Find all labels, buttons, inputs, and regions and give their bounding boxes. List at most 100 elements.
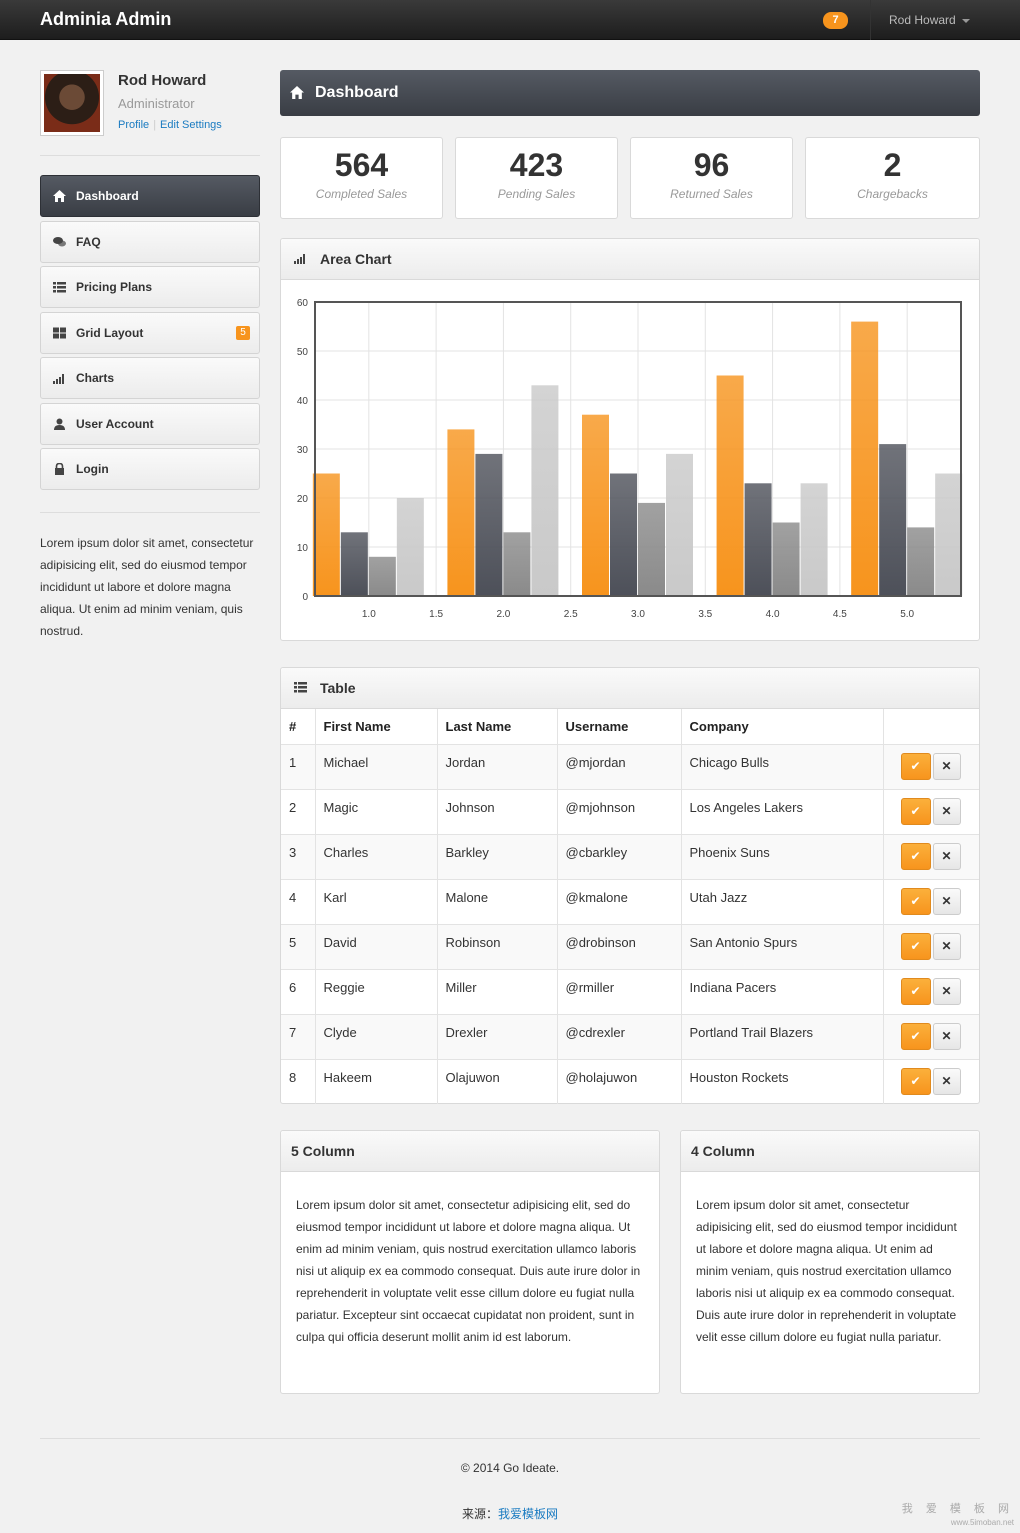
- sidebar-item-pricing-plans[interactable]: Pricing Plans: [40, 266, 260, 308]
- close-icon: ✕: [941, 938, 952, 953]
- panel-header: Area Chart: [281, 239, 979, 280]
- list-icon: [53, 281, 66, 293]
- first-name-cell: Charles: [315, 834, 438, 880]
- x-tick-label: 2.0: [496, 609, 510, 620]
- row-number: 6: [281, 969, 316, 1015]
- company-cell: San Antonio Spurs: [681, 924, 884, 970]
- remove-button[interactable]: ✕: [932, 887, 961, 915]
- close-icon: ✕: [941, 803, 952, 818]
- last-name-cell: Johnson: [437, 789, 558, 835]
- remove-button[interactable]: ✕: [932, 1067, 961, 1095]
- sidebar-item-label: FAQ: [76, 234, 101, 249]
- user-dropdown[interactable]: Rod Howard: [870, 0, 1020, 40]
- x-tick-label: 5.0: [900, 609, 914, 620]
- stat-value: 2: [883, 147, 902, 183]
- username-cell: @cdrexler: [557, 1014, 682, 1060]
- bar: [531, 385, 559, 596]
- first-name-cell: Magic: [315, 789, 438, 835]
- x-tick-label: 4.5: [833, 609, 847, 620]
- row-number: 7: [281, 1014, 316, 1060]
- bar: [907, 527, 935, 596]
- remove-button[interactable]: ✕: [932, 842, 961, 870]
- approve-button[interactable]: ✔: [900, 932, 931, 960]
- approve-button[interactable]: ✔: [900, 1067, 931, 1095]
- bar: [475, 453, 503, 596]
- row-actions: ✔ ✕: [883, 1059, 979, 1104]
- table-row: 4 Karl Malone @kmalone Utah Jazz ✔ ✕: [281, 879, 979, 925]
- column-header: Last Name: [437, 709, 558, 745]
- y-tick-label: 20: [297, 494, 309, 505]
- brand-logo[interactable]: Adminia Admin: [40, 9, 172, 29]
- approve-button[interactable]: ✔: [900, 1022, 931, 1050]
- stat-pending-sales: 423 Pending Sales: [455, 137, 618, 219]
- bar: [744, 483, 772, 596]
- last-name-cell: Barkley: [437, 834, 558, 880]
- company-cell: Houston Rockets: [681, 1059, 884, 1104]
- sidebar-item-faq[interactable]: FAQ: [40, 220, 260, 263]
- four-column-panel: 4 Column Lorem ipsum dolor sit amet, con…: [680, 1130, 980, 1394]
- remove-button[interactable]: ✕: [932, 797, 961, 825]
- row-number: 2: [281, 789, 316, 835]
- company-cell: Chicago Bulls: [681, 744, 884, 790]
- company-cell: Los Angeles Lakers: [681, 789, 884, 835]
- panel-title: 5 Column: [291, 1143, 355, 1159]
- sidebar-item-user-account[interactable]: User Account: [40, 402, 260, 445]
- footer-source-label: 来源：: [461, 1507, 498, 1521]
- row-actions: ✔ ✕: [883, 789, 979, 835]
- sidebar-item-dashboard[interactable]: Dashboard: [40, 175, 260, 217]
- last-name-cell: Malone: [437, 879, 558, 925]
- remove-button[interactable]: ✕: [932, 977, 961, 1005]
- profile-name: Rod Howard: [118, 72, 207, 89]
- approve-button[interactable]: ✔: [900, 797, 931, 825]
- approve-button[interactable]: ✔: [900, 977, 931, 1005]
- row-actions: ✔ ✕: [883, 969, 979, 1015]
- stat-label: Pending Sales: [497, 187, 576, 201]
- grid-layout-badge: 5: [236, 325, 250, 340]
- bar: [340, 532, 368, 596]
- panel-title: Table: [320, 680, 356, 696]
- remove-button[interactable]: ✕: [932, 932, 961, 960]
- sidebar-item-login[interactable]: Login: [40, 448, 260, 490]
- sidebar-item-charts[interactable]: Charts: [40, 357, 260, 399]
- row-number: 5: [281, 924, 316, 970]
- plot-border: [314, 301, 962, 597]
- check-icon: ✔: [910, 848, 921, 863]
- x-tick-label: 3.0: [631, 609, 645, 620]
- first-name-cell: Michael: [315, 744, 438, 790]
- bar: [851, 321, 879, 596]
- notification-badge[interactable]: 7: [823, 12, 848, 29]
- remove-button[interactable]: ✕: [932, 752, 961, 780]
- x-tick-label: 3.5: [698, 609, 712, 620]
- edit-settings-link[interactable]: Edit Settings: [160, 119, 222, 131]
- approve-button[interactable]: ✔: [900, 842, 931, 870]
- top-navbar: Adminia Admin 7 Rod Howard: [0, 0, 1020, 40]
- panel-title: 4 Column: [691, 1143, 755, 1159]
- footer-copyright: © 2014 Go Ideate.: [460, 1461, 560, 1475]
- sidebar-item-label: Pricing Plans: [76, 280, 153, 294]
- bar: [935, 473, 963, 596]
- profile-links: Profile | Edit Settings: [118, 119, 222, 131]
- bar: [666, 453, 693, 596]
- y-tick-label: 50: [297, 347, 309, 358]
- remove-button[interactable]: ✕: [932, 1022, 961, 1050]
- row-actions: ✔ ✕: [883, 744, 979, 790]
- approve-button[interactable]: ✔: [900, 752, 931, 780]
- profile-link[interactable]: Profile: [118, 119, 150, 131]
- sidebar-text: Lorem ipsum dolor sit amet, consectetur …: [40, 536, 254, 638]
- user-icon: [53, 418, 66, 430]
- approve-button[interactable]: ✔: [900, 887, 931, 915]
- row-number: 8: [281, 1059, 316, 1104]
- x-tick-label: 1.5: [429, 609, 443, 620]
- x-tick-label: 1.0: [362, 609, 376, 620]
- user-dropdown-label: Rod Howard: [889, 13, 956, 27]
- stat-value: 96: [693, 147, 730, 183]
- table-row: 8 Hakeem Olajuwon @holajuwon Houston Rockets…: [281, 1059, 979, 1104]
- last-name-cell: Drexler: [437, 1014, 558, 1060]
- footer-source-link[interactable]: 我爱模板网: [498, 1507, 559, 1521]
- sidebar-item-grid-layout[interactable]: Grid Layout 5: [40, 311, 260, 354]
- check-icon: ✔: [910, 983, 921, 998]
- y-tick-label: 60: [297, 298, 309, 309]
- grid-icon: [53, 327, 66, 339]
- table-row: 3 Charles Barkley @cbarkley Phoenix Suns ✔ ✕: [281, 834, 979, 880]
- sidebar-nav: Dashboard FAQ Pricing Plans Grid Layout …: [40, 175, 260, 494]
